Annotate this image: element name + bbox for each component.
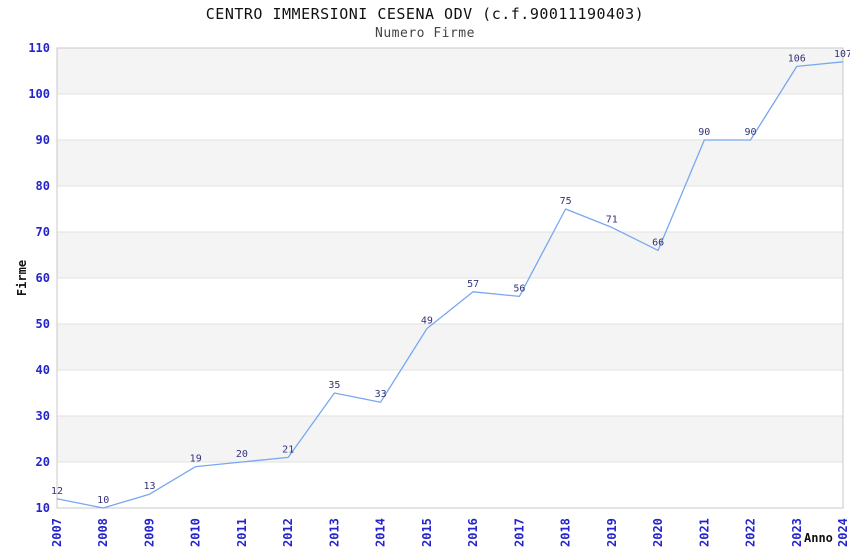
plot-band	[57, 232, 843, 278]
data-label: 20	[236, 449, 248, 460]
x-tick-label: 2014	[374, 518, 388, 547]
data-label: 35	[328, 380, 340, 391]
plot-band	[57, 140, 843, 186]
plot-band	[57, 370, 843, 416]
plot-band	[57, 416, 843, 462]
y-tick-label: 100	[28, 87, 50, 101]
plot-band	[57, 186, 843, 232]
x-tick-label: 2008	[96, 518, 110, 547]
data-label: 12	[51, 486, 63, 497]
x-tick-label: 2018	[559, 518, 573, 547]
data-label: 107	[834, 49, 850, 60]
chart-title: CENTRO IMMERSIONI CESENA ODV (c.f.900111…	[205, 5, 645, 23]
y-tick-label: 110	[28, 41, 50, 55]
x-tick-label: 2021	[697, 518, 711, 547]
data-label: 56	[513, 283, 525, 294]
x-tick-label: 2009	[142, 518, 156, 547]
x-axis-title: Anno	[804, 531, 833, 545]
data-label: 21	[282, 444, 294, 455]
x-tick-label: 2019	[605, 518, 619, 547]
x-tick-label: 2010	[189, 518, 203, 547]
plot-band	[57, 94, 843, 140]
data-label: 10	[97, 495, 109, 506]
data-label: 49	[421, 316, 433, 327]
x-tick-label: 2016	[466, 518, 480, 547]
data-label: 71	[606, 214, 618, 225]
data-label: 90	[698, 127, 710, 138]
x-tick-label: 2022	[744, 518, 758, 547]
y-tick-label: 40	[36, 363, 50, 377]
data-label: 75	[560, 196, 572, 207]
x-tick-label: 2024	[836, 518, 850, 547]
plot-band	[57, 48, 843, 94]
x-tick-label: 2015	[420, 518, 434, 547]
data-label: 33	[375, 389, 387, 400]
x-tick-label: 2011	[235, 518, 249, 547]
x-tick-label: 2017	[512, 518, 526, 547]
x-tick-label: 2020	[651, 518, 665, 547]
y-tick-label: 80	[36, 179, 50, 193]
y-tick-label: 60	[36, 271, 50, 285]
plot-border	[56, 47, 844, 509]
y-tick-label: 30	[36, 409, 50, 423]
data-label: 106	[788, 53, 806, 64]
x-tick-label: 2007	[50, 518, 64, 547]
data-label: 13	[143, 481, 155, 492]
y-tick-label: 10	[36, 501, 50, 515]
chart-subtitle: Numero Firme	[375, 26, 475, 41]
plot-band	[57, 278, 843, 324]
x-tick-label: 2013	[327, 518, 341, 547]
plot-band	[57, 462, 843, 508]
data-label: 57	[467, 279, 479, 290]
y-tick-label: 70	[36, 225, 50, 239]
plot-band	[57, 324, 843, 370]
data-line	[56, 61, 844, 509]
y-tick-label: 20	[36, 455, 50, 469]
x-tick-label: 2012	[281, 518, 295, 547]
data-label: 19	[190, 454, 202, 465]
y-tick-label: 90	[36, 133, 50, 147]
data-label: 66	[652, 237, 664, 248]
y-tick-label: 50	[36, 317, 50, 331]
x-tick-label: 2023	[790, 518, 804, 547]
data-label: 90	[744, 127, 756, 138]
